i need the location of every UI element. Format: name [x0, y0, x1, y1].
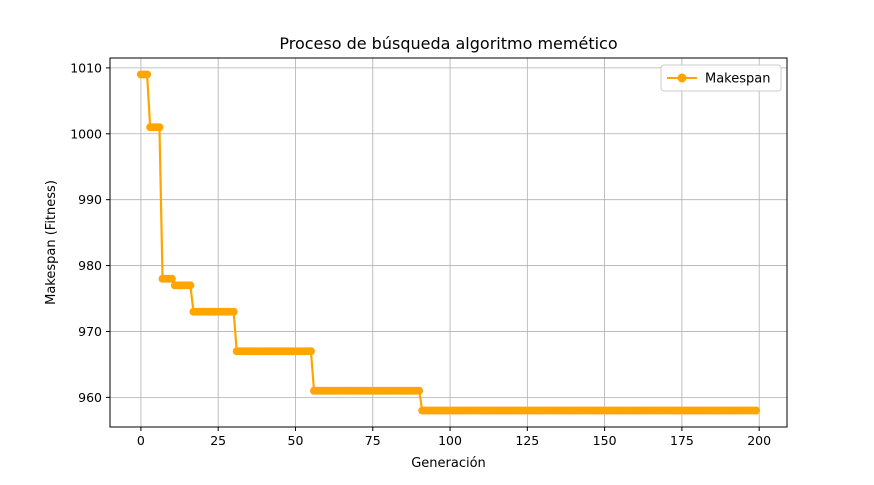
data-point [752, 406, 761, 415]
plot-frame [109, 57, 788, 428]
data-point [186, 281, 195, 290]
x-tick-label: 150 [593, 433, 617, 448]
x-tick-label: 125 [515, 433, 539, 448]
axis-ticks: 0 25 50 75 100 125 150 175 200 960 970 980 990 1000 10… [70, 60, 771, 448]
grid [110, 58, 787, 427]
data-point [229, 307, 238, 316]
x-tick-label: 0 [137, 433, 145, 448]
x-tick-label: 200 [747, 433, 771, 448]
legend-box [660, 64, 782, 92]
y-tick-label: 1000 [70, 126, 102, 141]
data-point [143, 70, 152, 79]
data-point [415, 386, 424, 395]
x-tick-label: 50 [288, 433, 304, 448]
legend: Makespan [660, 64, 782, 92]
chart-title: Proceso de búsqueda algoritmo memético [279, 34, 617, 53]
x-tick-label: 75 [365, 433, 381, 448]
y-tick-label: 1010 [70, 60, 102, 75]
y-tick-label: 970 [78, 324, 102, 339]
x-tick-label: 175 [670, 433, 694, 448]
x-tick-label: 100 [438, 433, 462, 448]
y-tick-label: 980 [78, 258, 102, 273]
data-point [155, 123, 164, 132]
y-tick-label: 960 [78, 390, 102, 405]
data-point [167, 274, 176, 283]
y-axis-label: Makespan (Fitness) [44, 180, 59, 305]
legend-marker-makespan [677, 73, 687, 83]
series-makespan [136, 70, 761, 415]
y-tick-label: 990 [78, 192, 102, 207]
legend-label-makespan: Makespan [705, 72, 770, 87]
x-tick-label: 25 [210, 433, 226, 448]
data-point [306, 347, 315, 356]
x-axis-label: Generación [411, 456, 486, 471]
